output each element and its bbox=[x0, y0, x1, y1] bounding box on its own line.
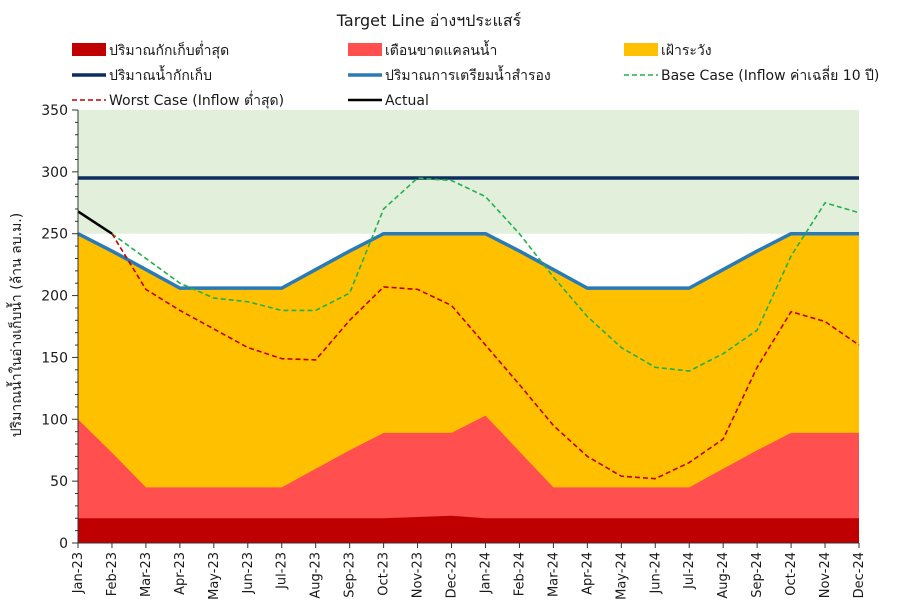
area-series bbox=[78, 515, 859, 543]
x-tick-label: Mar-24 bbox=[546, 552, 561, 597]
legend-label: เฝ้าระวัง bbox=[661, 43, 712, 59]
x-tick-label: Jan-23 bbox=[71, 552, 86, 594]
line-series bbox=[77, 231, 859, 290]
x-tick-label: Nov-24 bbox=[818, 552, 833, 598]
y-tick-label: 350 bbox=[41, 103, 68, 119]
x-tick-label: Sep-23 bbox=[343, 552, 358, 598]
x-tick-label: May-23 bbox=[207, 552, 222, 600]
legend-label: ปริมาณน้ำกักเก็บ bbox=[109, 65, 212, 84]
x-tick-label: Dec-24 bbox=[852, 552, 867, 598]
y-tick-label: 50 bbox=[50, 474, 68, 490]
x-tick-label: Jul-23 bbox=[275, 552, 290, 590]
line-series bbox=[77, 210, 113, 235]
x-tick-label: Jun-23 bbox=[241, 552, 256, 595]
x-tick-label: Apr-24 bbox=[580, 552, 595, 595]
x-tick-label: Aug-24 bbox=[716, 552, 731, 599]
x-tick-label: Feb-23 bbox=[105, 552, 120, 596]
x-tick-label: Mar-23 bbox=[139, 552, 154, 597]
legend: ปริมาณกักเก็บต่ำสุด เตือนขาดแคลนน้ำ เฝ้าระ… bbox=[72, 40, 879, 109]
x-tick-label: Apr-23 bbox=[173, 552, 188, 595]
area-series bbox=[78, 233, 859, 543]
y-tick-label: 250 bbox=[41, 227, 68, 243]
line-series bbox=[111, 233, 860, 480]
x-tick-label: Aug-23 bbox=[309, 552, 324, 599]
x-tick-label: Jun-24 bbox=[648, 552, 663, 595]
legend-swatch bbox=[72, 43, 106, 56]
legend-swatch bbox=[624, 43, 658, 56]
x-tick-label: Jan-24 bbox=[478, 552, 493, 594]
legend-label: Actual bbox=[385, 93, 429, 109]
y-tick-label: 100 bbox=[41, 412, 68, 428]
x-tick-label: Jul-24 bbox=[682, 552, 697, 590]
y-tick-label: 200 bbox=[41, 289, 68, 305]
chart-title: Target Line อ่างฯประแสร์ bbox=[336, 11, 522, 30]
x-tick-label: Dec-23 bbox=[445, 552, 460, 598]
legend-label: Worst Case (Inflow ต่ำสุด) bbox=[109, 91, 284, 109]
y-tick-label: 300 bbox=[41, 165, 68, 181]
y-tick-label: 150 bbox=[41, 350, 68, 366]
legend-label: ปริมาณกักเก็บต่ำสุด bbox=[109, 41, 229, 59]
y-tick-label: 0 bbox=[59, 536, 68, 552]
y-axis: 0 50 100 150 200 250 300 350 bbox=[41, 103, 79, 552]
area-series bbox=[78, 415, 859, 543]
legend-label: Base Case (Inflow ค่าเฉลี่ย 10 ปี) bbox=[661, 66, 879, 84]
x-tick-label: Oct-23 bbox=[377, 552, 392, 596]
background-band bbox=[78, 110, 859, 234]
x-axis: Jan-23 Feb-23 Mar-23 Apr-23 May-23 Jun-23 Jul-… bbox=[71, 542, 867, 600]
plot-area bbox=[77, 110, 860, 543]
x-tick-label: Feb-24 bbox=[512, 552, 527, 596]
y-axis-label: ปริมาณน้ำในอ่างเก็บน้ำ (ล้าน ลบ.ม.) bbox=[6, 213, 25, 437]
x-tick-label: Nov-23 bbox=[411, 552, 426, 598]
x-tick-label: Oct-24 bbox=[784, 552, 799, 596]
legend-swatch bbox=[348, 43, 382, 56]
x-tick-label: May-24 bbox=[614, 552, 629, 600]
legend-label: เตือนขาดแคลนน้ำ bbox=[385, 40, 497, 59]
x-tick-label: Sep-24 bbox=[750, 552, 765, 598]
legend-label: ปริมาณการเตรียมน้ำสำรอง bbox=[385, 65, 551, 84]
